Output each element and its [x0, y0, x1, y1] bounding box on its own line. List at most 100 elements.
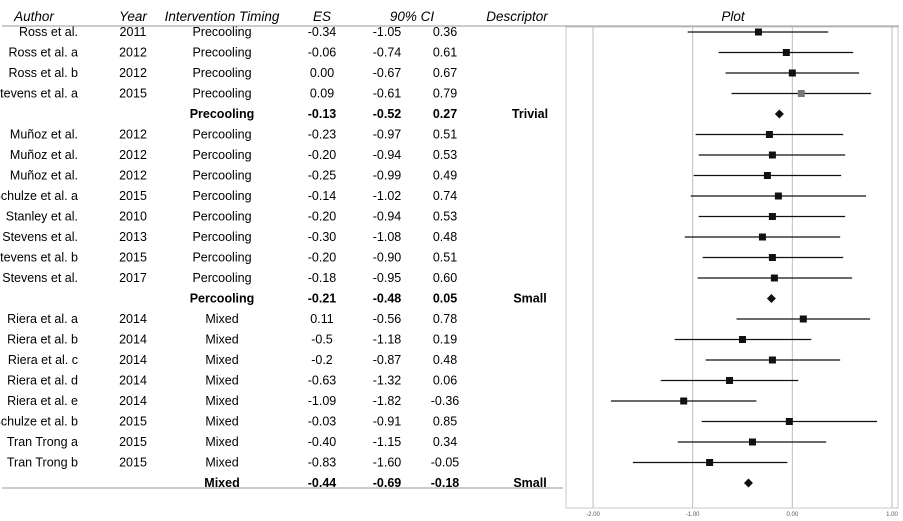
year-cell: 2014: [119, 394, 147, 408]
effect-marker: [768, 213, 776, 220]
timing-cell: Mixed: [205, 415, 238, 429]
ci-upper-cell: -0.05: [431, 456, 460, 470]
plot-area: -2.00 -1.00 0.00 1.00: [565, 26, 899, 518]
es-cell: -0.14: [308, 189, 337, 203]
timing-cell: Percooling: [192, 148, 251, 162]
ci-upper-cell: 0.60: [433, 271, 457, 285]
timing-cell: Precooling: [192, 66, 251, 80]
summary-diamond: [743, 478, 753, 488]
header-year: Year: [119, 9, 147, 24]
effect-marker: [768, 356, 776, 364]
effect-marker: [754, 28, 762, 36]
timing-cell: Mixed: [205, 374, 238, 388]
forest-table: Author Year Intervention Timing ES 90% CI Des…: [0, 9, 899, 490]
ci-upper-cell: 0.06: [433, 374, 457, 388]
ci-lower-cell: -0.94: [373, 148, 402, 162]
timing-cell: Precooling: [192, 46, 251, 60]
header-intervention-timing: Intervention Timing: [165, 9, 280, 24]
timing-cell: Percooling: [190, 292, 255, 306]
author-cell: Riera et al. d: [7, 374, 78, 388]
descriptor-cell: Small: [513, 292, 546, 306]
timing-cell: Precooling: [192, 25, 251, 39]
timing-cell: Mixed: [205, 435, 238, 449]
ci-lower-cell: -0.74: [373, 46, 402, 60]
ci-lower-cell: -0.95: [373, 271, 402, 285]
summary-diamond: [766, 294, 776, 303]
author-cell: Stevens et al. a: [0, 87, 78, 101]
ci-lower-cell: -0.67: [373, 66, 402, 80]
ci-upper-cell: 0.51: [433, 128, 457, 142]
timing-cell: Mixed: [204, 476, 239, 490]
ci-upper-cell: -0.18: [431, 476, 460, 490]
es-cell: -0.13: [308, 107, 337, 121]
year-cell: 2012: [119, 169, 147, 183]
es-cell: -0.20: [308, 210, 337, 224]
timing-cell: Precooling: [192, 87, 251, 101]
author-cell: Riera et al. c: [8, 353, 78, 367]
author-cell: Muñoz et al.: [10, 169, 78, 183]
timing-cell: Percooling: [192, 128, 251, 142]
timing-cell: Precooling: [190, 107, 255, 121]
x-tick-label: -2.00: [586, 512, 600, 518]
es-cell: -0.83: [308, 456, 337, 470]
ci-upper-cell: 0.36: [433, 25, 457, 39]
ci-upper-cell: 0.34: [433, 435, 457, 449]
author-cell: Riera et al. a: [7, 312, 78, 326]
ci-lower-cell: -1.15: [373, 435, 402, 449]
ci-lower-cell: -1.08: [373, 230, 402, 244]
plot-frame: [565, 26, 899, 509]
ci-lower-cell: -0.87: [373, 353, 402, 367]
header-90-ci: 90% CI: [390, 9, 435, 24]
es-cell: -0.30: [308, 230, 337, 244]
descriptor-cell: Small: [513, 476, 546, 490]
es-cell: -0.23: [308, 128, 337, 142]
es-cell: -0.5: [311, 333, 333, 347]
header-plot: Plot: [721, 9, 746, 24]
ci-lower-cell: -0.90: [373, 251, 402, 265]
es-cell: -0.63: [308, 374, 337, 388]
header-author: Author: [13, 9, 54, 24]
effect-marker: [788, 69, 796, 77]
year-cell: 2015: [119, 87, 147, 101]
ci-lower-cell: -1.05: [373, 25, 402, 39]
ci-lower-cell: -1.02: [373, 189, 402, 203]
year-cell: 2015: [119, 251, 147, 265]
es-cell: -0.40: [308, 435, 337, 449]
effect-marker: [782, 49, 790, 56]
author-cell: Schulze et al. b: [0, 415, 78, 429]
timing-cell: Percooling: [192, 210, 251, 224]
ci-lower-cell: -0.48: [373, 292, 402, 306]
ci-upper-cell: 0.48: [433, 230, 457, 244]
descriptor-cell: Trivial: [512, 107, 548, 121]
ci-upper-cell: 0.19: [433, 333, 457, 347]
header-descriptor: Descriptor: [486, 9, 548, 24]
timing-cell: Mixed: [205, 353, 238, 367]
es-cell: 0.11: [310, 312, 333, 326]
es-cell: 0.00: [310, 66, 334, 80]
year-cell: 2014: [119, 374, 147, 388]
ci-upper-cell: 0.78: [433, 312, 457, 326]
timing-cell: Percooling: [192, 251, 251, 265]
year-cell: 2011: [120, 25, 147, 39]
author-cell: Ross et al.: [19, 25, 78, 39]
x-tick-label: -1.00: [686, 512, 700, 518]
author-cell: Ross et al. b: [9, 66, 79, 80]
author-cell: Stevens et al. b: [0, 251, 78, 265]
author-cell: Muñoz et al.: [10, 128, 78, 142]
timing-cell: Percooling: [192, 271, 251, 285]
es-cell: -0.06: [308, 46, 337, 60]
ci-lower-cell: -0.61: [373, 87, 402, 101]
author-cell: Stanley et al.: [6, 210, 78, 224]
effect-marker: [770, 274, 778, 282]
ci-lower-cell: -1.82: [373, 394, 402, 408]
ci-upper-cell: -0.36: [431, 394, 460, 408]
ci-lower-cell: -0.56: [373, 312, 402, 326]
ci-upper-cell: 0.53: [433, 210, 457, 224]
author-cell: Schulze et al. a: [0, 189, 78, 203]
author-cell: Ross et al. a: [9, 46, 79, 60]
year-cell: 2017: [119, 271, 147, 285]
effect-marker: [768, 254, 776, 261]
effect-marker: [758, 233, 766, 241]
es-cell: -0.2: [311, 353, 333, 367]
